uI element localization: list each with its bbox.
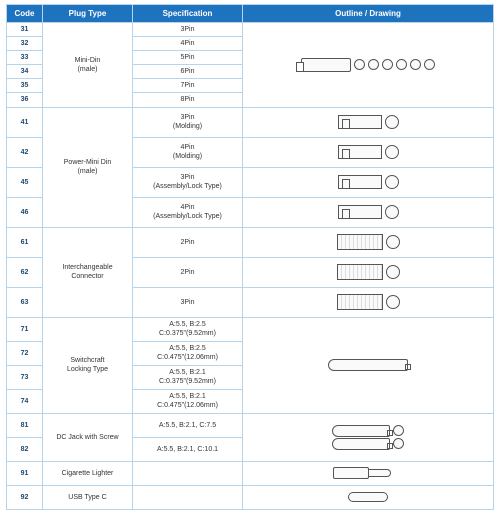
spec-cell: A:5.5, B:2.1C:0.475"(12.06mm) xyxy=(133,389,243,413)
spec-cell: A:5.5, B:2.1, C:10.1 xyxy=(133,437,243,461)
drawing-cell xyxy=(243,287,494,317)
header-plug: Plug Type xyxy=(43,5,133,23)
table-row: 91Cigarette Lighter xyxy=(7,461,494,485)
plug-type-cell: SwitchcraftLocking Type xyxy=(43,317,133,413)
table-row: 61InterchangeableConnector2Pin xyxy=(7,227,494,257)
code-cell: 46 xyxy=(7,197,43,227)
code-cell: 63 xyxy=(7,287,43,317)
code-cell: 81 xyxy=(7,413,43,437)
plug-type-cell: Cigarette Lighter xyxy=(43,461,133,485)
table-row: 81DC Jack with ScrewA:5.5, B:2.1, C:7.5 xyxy=(7,413,494,437)
code-cell: 91 xyxy=(7,461,43,485)
code-cell: 61 xyxy=(7,227,43,257)
connector-drawing xyxy=(245,115,491,129)
drawing-cell xyxy=(243,257,494,287)
spec-cell: A:5.5, B:2.1C:0.375"(9.52mm) xyxy=(133,365,243,389)
code-cell: 41 xyxy=(7,107,43,137)
connector-drawing xyxy=(245,425,491,450)
table-row: 31Mini-Din(male)3Pin xyxy=(7,23,494,37)
code-cell: 92 xyxy=(7,485,43,509)
code-cell: 31 xyxy=(7,23,43,37)
spec-cell: 6Pin xyxy=(133,65,243,79)
table-row: 92USB Type C xyxy=(7,485,494,509)
code-cell: 36 xyxy=(7,93,43,107)
code-cell: 35 xyxy=(7,79,43,93)
spec-cell: 2Pin xyxy=(133,257,243,287)
connector-table: Code Plug Type Specification Outline / D… xyxy=(6,4,494,510)
connector-drawing xyxy=(245,234,491,250)
spec-cell: 3Pin xyxy=(133,287,243,317)
code-cell: 72 xyxy=(7,341,43,365)
code-cell: 42 xyxy=(7,137,43,167)
plug-type-cell: Power-Mini Din(male) xyxy=(43,107,133,227)
drawing-cell xyxy=(243,23,494,108)
spec-cell: 4Pin xyxy=(133,37,243,51)
plug-type-cell: DC Jack with Screw xyxy=(43,413,133,461)
spec-cell: 3Pin(Molding) xyxy=(133,107,243,137)
spec-cell xyxy=(133,461,243,485)
code-cell: 32 xyxy=(7,37,43,51)
connector-drawing xyxy=(245,205,491,219)
spec-cell: 8Pin xyxy=(133,93,243,107)
code-cell: 62 xyxy=(7,257,43,287)
drawing-cell xyxy=(243,197,494,227)
connector-drawing xyxy=(245,58,491,72)
spec-cell: A:5.5, B:2.5C:0.475"(12.06mm) xyxy=(133,341,243,365)
spec-cell: 3Pin xyxy=(133,23,243,37)
plug-type-cell: USB Type C xyxy=(43,485,133,509)
code-cell: 74 xyxy=(7,389,43,413)
code-cell: 71 xyxy=(7,317,43,341)
spec-cell xyxy=(133,485,243,509)
connector-drawing xyxy=(245,492,491,502)
spec-cell: A:5.5, B:2.1, C:7.5 xyxy=(133,413,243,437)
code-cell: 73 xyxy=(7,365,43,389)
spec-cell: 7Pin xyxy=(133,79,243,93)
connector-drawing xyxy=(245,359,491,371)
drawing-cell xyxy=(243,485,494,509)
header-row: Code Plug Type Specification Outline / D… xyxy=(7,5,494,23)
code-cell: 45 xyxy=(7,167,43,197)
connector-drawing xyxy=(245,466,491,480)
drawing-cell xyxy=(243,107,494,137)
drawing-cell xyxy=(243,227,494,257)
connector-drawing xyxy=(245,175,491,189)
spec-cell: A:5.5, B:2.5C:0.375"(9.52mm) xyxy=(133,317,243,341)
spec-cell: 4Pin(Assembly/Lock Type) xyxy=(133,197,243,227)
code-cell: 82 xyxy=(7,437,43,461)
spec-cell: 5Pin xyxy=(133,51,243,65)
drawing-cell xyxy=(243,413,494,461)
connector-drawing xyxy=(245,264,491,280)
table-row: 41Power-Mini Din(male)3Pin(Molding) xyxy=(7,107,494,137)
code-cell: 33 xyxy=(7,51,43,65)
plug-type-cell: Mini-Din(male) xyxy=(43,23,133,108)
drawing-cell xyxy=(243,317,494,413)
header-code: Code xyxy=(7,5,43,23)
code-cell: 34 xyxy=(7,65,43,79)
connector-drawing xyxy=(245,145,491,159)
connector-drawing xyxy=(245,294,491,310)
table-row: 71SwitchcraftLocking TypeA:5.5, B:2.5C:0… xyxy=(7,317,494,341)
plug-type-cell: InterchangeableConnector xyxy=(43,227,133,317)
spec-cell: 3Pin(Assembly/Lock Type) xyxy=(133,167,243,197)
header-spec: Specification xyxy=(133,5,243,23)
spec-cell: 2Pin xyxy=(133,227,243,257)
drawing-cell xyxy=(243,167,494,197)
spec-cell: 4Pin(Molding) xyxy=(133,137,243,167)
drawing-cell xyxy=(243,137,494,167)
drawing-cell xyxy=(243,461,494,485)
header-outline: Outline / Drawing xyxy=(243,5,494,23)
